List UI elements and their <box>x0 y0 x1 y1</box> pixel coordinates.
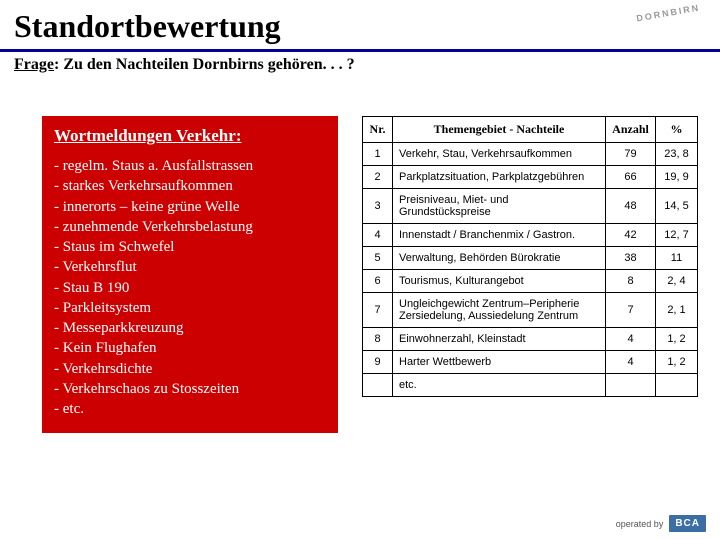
footer-operated: operated by <box>616 519 664 529</box>
cell-nr: 3 <box>363 189 393 224</box>
redbox-item: - starkes Verkehrsaufkommen <box>54 176 326 196</box>
disadvantages-table: Nr. Themengebiet - Nachteile Anzahl % 1V… <box>362 116 698 397</box>
question-text: : Zu den Nachteilen Dornbirns gehören. .… <box>54 56 355 73</box>
col-theme: Themengebiet - Nachteile <box>393 117 606 143</box>
cell-count: 8 <box>606 270 656 293</box>
cell-nr: 1 <box>363 143 393 166</box>
cell-theme: etc. <box>393 374 606 397</box>
cell-pct: 12, 7 <box>656 224 698 247</box>
redbox-item: - innerorts – keine grüne Welle <box>54 197 326 217</box>
cell-theme: Harter Wettbewerb <box>393 351 606 374</box>
redbox-item: - Stau B 190 <box>54 278 326 298</box>
redbox-item: - etc. <box>54 399 326 419</box>
table-row: 3Preisniveau, Miet- und Grundstückspreis… <box>363 189 698 224</box>
table-row: 9Harter Wettbewerb41, 2 <box>363 351 698 374</box>
table-row: 2Parkplatzsituation, Parkplatzgebühren66… <box>363 166 698 189</box>
footer-brand-badge: BCA <box>669 515 706 532</box>
cell-nr: 2 <box>363 166 393 189</box>
redbox-heading: Wortmeldungen Verkehr: <box>54 126 326 146</box>
redbox-item: - Messeparkkreuzung <box>54 318 326 338</box>
cell-theme: Tourismus, Kulturangebot <box>393 270 606 293</box>
footer: operated by BCA <box>616 515 706 532</box>
cell-pct: 1, 2 <box>656 351 698 374</box>
table-row: 6Tourismus, Kulturangebot82, 4 <box>363 270 698 293</box>
cell-count: 79 <box>606 143 656 166</box>
cell-pct: 23, 8 <box>656 143 698 166</box>
redbox-item: - Parkleitsystem <box>54 298 326 318</box>
col-count: Anzahl <box>606 117 656 143</box>
cell-count: 42 <box>606 224 656 247</box>
cell-count: 4 <box>606 351 656 374</box>
redbox-item: - zunehmende Verkehrsbelastung <box>54 217 326 237</box>
cell-count <box>606 374 656 397</box>
redbox-item: - Kein Flughafen <box>54 338 326 358</box>
cell-nr: 7 <box>363 293 393 328</box>
table-row: 5Verwaltung, Behörden Bürokratie3811 <box>363 247 698 270</box>
page-title: Standortbewertung <box>0 0 720 47</box>
redbox-item: - Staus im Schwefel <box>54 237 326 257</box>
cell-theme: Ungleichgewicht Zentrum–Peripherie Zersi… <box>393 293 606 328</box>
redbox-item: - Verkehrschaos zu Stosszeiten <box>54 379 326 399</box>
cell-nr <box>363 374 393 397</box>
cell-nr: 4 <box>363 224 393 247</box>
cell-theme: Preisniveau, Miet- und Grundstückspreise <box>393 189 606 224</box>
cell-count: 7 <box>606 293 656 328</box>
table-row: 8Einwohnerzahl, Kleinstadt41, 2 <box>363 328 698 351</box>
cell-pct: 2, 1 <box>656 293 698 328</box>
redbox-heading-suffix: : <box>236 126 242 145</box>
table-row: 1Verkehr, Stau, Verkehrsaufkommen7923, 8 <box>363 143 698 166</box>
content-area: Wortmeldungen Verkehr: - regelm. Staus a… <box>0 74 720 433</box>
table-panel: Nr. Themengebiet - Nachteile Anzahl % 1V… <box>362 116 698 433</box>
cell-theme: Verwaltung, Behörden Bürokratie <box>393 247 606 270</box>
redbox-item: - regelm. Staus a. Ausfallstrassen <box>54 156 326 176</box>
redbox-item: - Verkehrsdichte <box>54 359 326 379</box>
cell-count: 66 <box>606 166 656 189</box>
cell-pct: 1, 2 <box>656 328 698 351</box>
question-prefix: Frage <box>14 56 54 73</box>
table-row: 4Innenstadt / Branchenmix / Gastron.4212… <box>363 224 698 247</box>
cell-count: 48 <box>606 189 656 224</box>
redbox-items: - regelm. Staus a. Ausfallstrassen- star… <box>54 156 326 419</box>
cell-theme: Innenstadt / Branchenmix / Gastron. <box>393 224 606 247</box>
col-pct: % <box>656 117 698 143</box>
cell-pct: 14, 5 <box>656 189 698 224</box>
table-row-etc: etc. <box>363 374 698 397</box>
cell-pct: 2, 4 <box>656 270 698 293</box>
cell-pct <box>656 374 698 397</box>
question-line: Frage: Zu den Nachteilen Dornbirns gehör… <box>0 52 720 74</box>
cell-count: 4 <box>606 328 656 351</box>
redbox-heading-text: Wortmeldungen Verkehr <box>54 126 236 145</box>
cell-pct: 11 <box>656 247 698 270</box>
redbox-panel: Wortmeldungen Verkehr: - regelm. Staus a… <box>42 116 338 433</box>
table-row: 7Ungleichgewicht Zentrum–Peripherie Zers… <box>363 293 698 328</box>
cell-theme: Verkehr, Stau, Verkehrsaufkommen <box>393 143 606 166</box>
cell-theme: Parkplatzsituation, Parkplatzgebühren <box>393 166 606 189</box>
cell-nr: 5 <box>363 247 393 270</box>
table-header-row: Nr. Themengebiet - Nachteile Anzahl % <box>363 117 698 143</box>
cell-nr: 6 <box>363 270 393 293</box>
cell-count: 38 <box>606 247 656 270</box>
redbox-item: - Verkehrsflut <box>54 257 326 277</box>
cell-theme: Einwohnerzahl, Kleinstadt <box>393 328 606 351</box>
col-nr: Nr. <box>363 117 393 143</box>
cell-pct: 19, 9 <box>656 166 698 189</box>
cell-nr: 9 <box>363 351 393 374</box>
cell-nr: 8 <box>363 328 393 351</box>
